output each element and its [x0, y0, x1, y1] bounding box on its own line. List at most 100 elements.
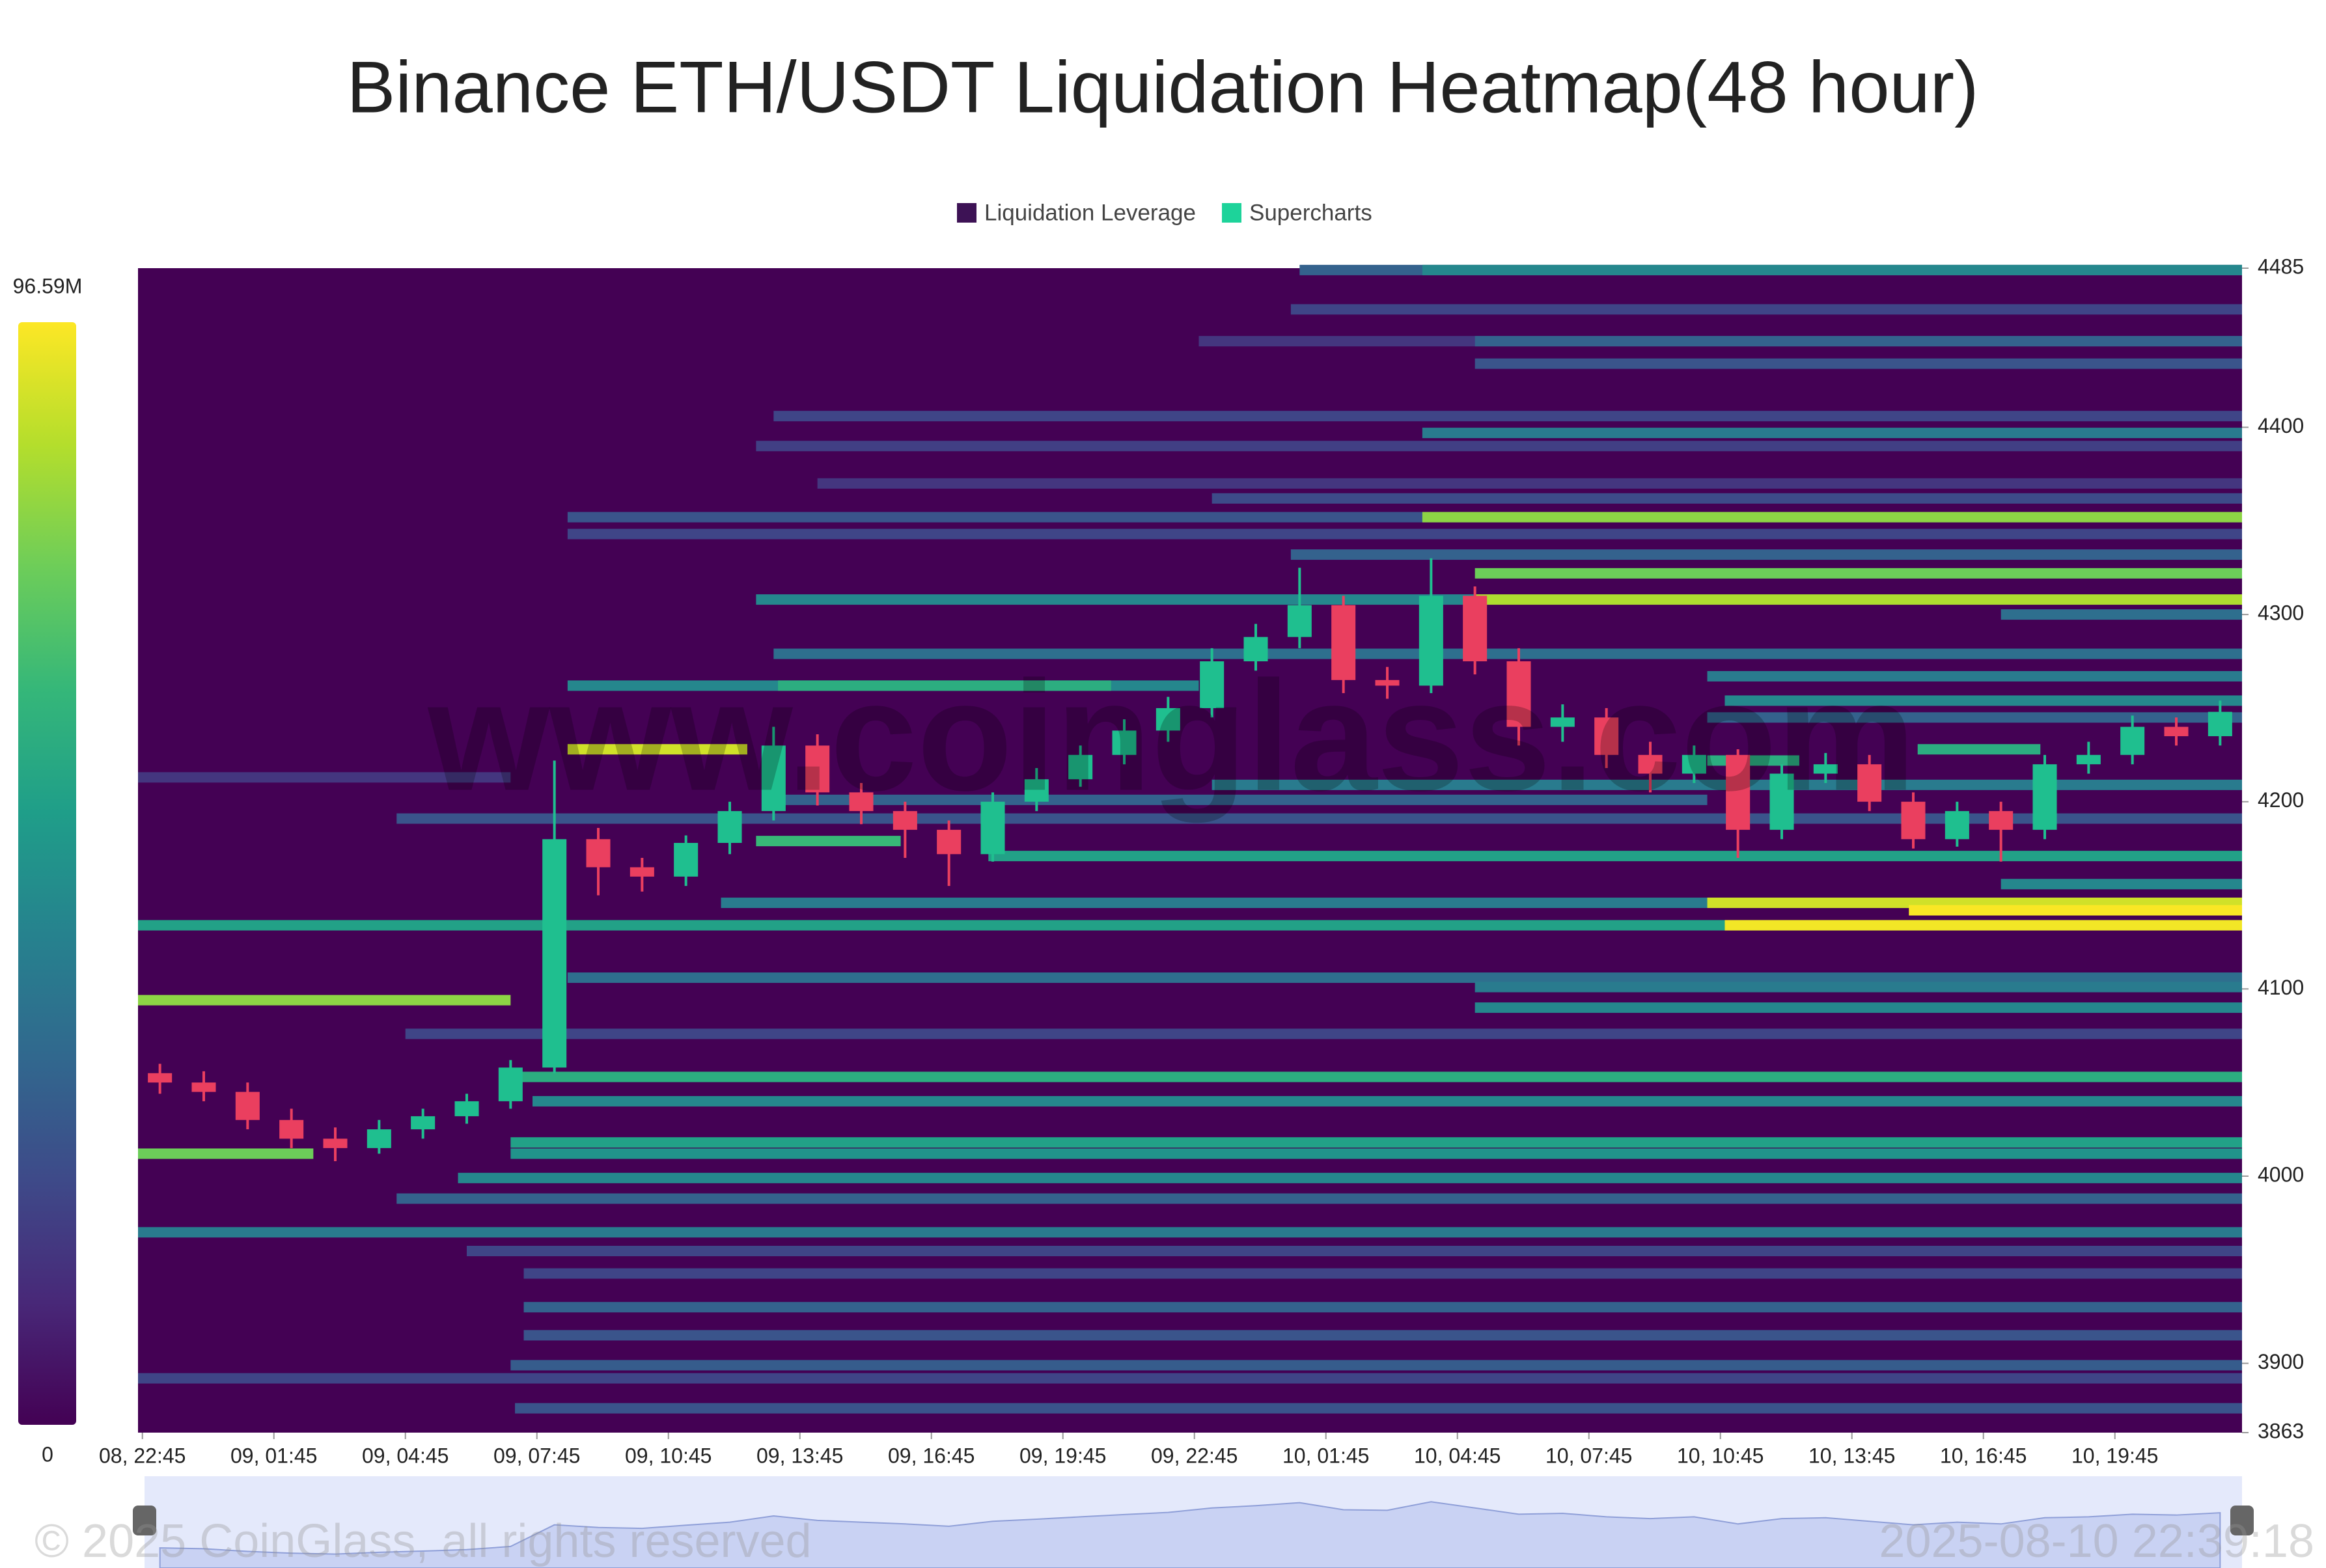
candle-body — [717, 811, 742, 843]
navigator-area — [159, 1501, 2221, 1568]
heat-band — [533, 1095, 2242, 1107]
heat-band — [523, 1302, 2243, 1313]
heat-band — [817, 478, 2243, 489]
y-tick-label: 4485 — [2258, 254, 2304, 278]
candle-body — [1682, 754, 1706, 774]
candle-body — [674, 842, 699, 877]
overlay: 3863 3900 4000 4100 4200 4300 4400 4485 08, 22:4… — [13, 254, 2314, 1568]
legend-swatch[interactable] — [957, 203, 976, 223]
heat-band — [773, 411, 2242, 422]
candle-body — [1331, 605, 1356, 680]
colorbar — [18, 322, 76, 1425]
candle-body — [1594, 717, 1619, 755]
candle-body — [1506, 661, 1531, 727]
heat-band — [138, 920, 2242, 931]
watermark: www.coinglass.com — [427, 648, 1915, 823]
heat-band — [510, 1148, 2243, 1159]
candle-body — [1375, 680, 1400, 686]
heat-band — [1475, 336, 2242, 347]
candle-body — [980, 801, 1005, 855]
candle-body — [1112, 730, 1137, 755]
candle-body — [761, 745, 786, 812]
x-tick-label: 10, 07:45 — [1545, 1444, 1632, 1467]
heat-band — [510, 1137, 2243, 1148]
candle-body — [1813, 764, 1838, 774]
x-tick-label: 10, 04:45 — [1414, 1444, 1501, 1467]
heat-band — [778, 680, 1111, 691]
candle-body — [849, 792, 874, 812]
candle-body — [148, 1073, 173, 1083]
candle-body — [1200, 661, 1225, 708]
legend-swatch[interactable] — [1221, 203, 1241, 223]
candle-body — [1287, 605, 1312, 637]
heat-band — [515, 1403, 2242, 1414]
candle-body — [235, 1092, 260, 1120]
candle-body — [1419, 596, 1443, 686]
x-tick-label: 10, 13:45 — [1808, 1444, 1895, 1467]
heat-band — [756, 441, 2243, 452]
heat-band — [567, 529, 2242, 540]
heat-band — [1422, 512, 2242, 523]
candle-body — [1068, 754, 1093, 780]
heat-band — [396, 1193, 2243, 1204]
colorbar-label: 96.59M — [13, 274, 83, 297]
candle-body — [1550, 717, 1575, 727]
legend-label[interactable]: Supercharts — [1249, 200, 1372, 225]
candle-body — [586, 839, 611, 868]
heat-band — [1475, 982, 2242, 993]
candle-body — [805, 745, 830, 793]
candle-body — [937, 829, 962, 855]
chart-title: Binance ETH/USDT Liquidation Heatmap(48 … — [347, 47, 1979, 128]
candle-body — [454, 1101, 479, 1116]
heat-band — [1211, 493, 2242, 504]
candle-body — [1638, 754, 1663, 774]
heat-band — [1707, 712, 2242, 723]
candle-body — [2076, 754, 2101, 765]
x-tick-label: 09, 01:45 — [230, 1444, 317, 1467]
heat-band — [1475, 594, 2242, 605]
candle-body — [2208, 711, 2232, 737]
x-tick-label: 10, 16:45 — [1940, 1444, 2027, 1467]
heat-band — [773, 648, 2242, 659]
heat-band — [2001, 879, 2242, 890]
heat-band — [467, 1246, 2242, 1257]
heat-band — [523, 1330, 2243, 1341]
candle-body — [2032, 764, 2057, 830]
heat-band — [1422, 264, 2242, 275]
candle-body — [1857, 764, 1882, 802]
heat-band — [778, 794, 1708, 805]
heat-band — [756, 836, 901, 847]
x-tick-label: 10, 01:45 — [1282, 1444, 1369, 1467]
y-tick-label: 4200 — [2258, 788, 2304, 812]
x-tick-label: 08, 22:45 — [99, 1444, 186, 1467]
heat-band — [567, 972, 2242, 983]
candle-body — [630, 867, 654, 877]
y-tick-label: 4300 — [2258, 601, 2304, 625]
heat-band — [2001, 609, 2242, 620]
y-tick-label: 4000 — [2258, 1162, 2304, 1186]
x-tick-label: 09, 22:45 — [1151, 1444, 1238, 1467]
candle-body — [323, 1138, 348, 1148]
heat-band — [1909, 905, 2242, 916]
heat-band — [1724, 920, 2242, 931]
y-tick-label: 3863 — [2258, 1419, 2304, 1442]
y-tick-label: 4100 — [2258, 976, 2304, 999]
navigator-handle[interactable] — [2230, 1506, 2254, 1535]
heat-band — [567, 744, 747, 755]
legend-label[interactable]: Liquidation Leverage — [984, 200, 1196, 225]
candle-body — [2164, 726, 2189, 737]
candle-body — [542, 839, 567, 1068]
navigator-handle[interactable] — [133, 1506, 156, 1535]
colorbar-label: 0 — [42, 1442, 53, 1466]
y-tick-label: 3900 — [2258, 1350, 2304, 1373]
heat-band — [523, 1268, 2243, 1279]
candle-body — [1769, 773, 1794, 830]
candle-body — [1901, 801, 1926, 840]
heat-band — [1917, 744, 2041, 755]
heat-band — [138, 1227, 2242, 1238]
heatmap-background — [138, 268, 2242, 1433]
heat-band — [138, 995, 511, 1006]
x-tick-label: 09, 19:45 — [1019, 1444, 1106, 1467]
heat-band — [1724, 695, 2242, 706]
